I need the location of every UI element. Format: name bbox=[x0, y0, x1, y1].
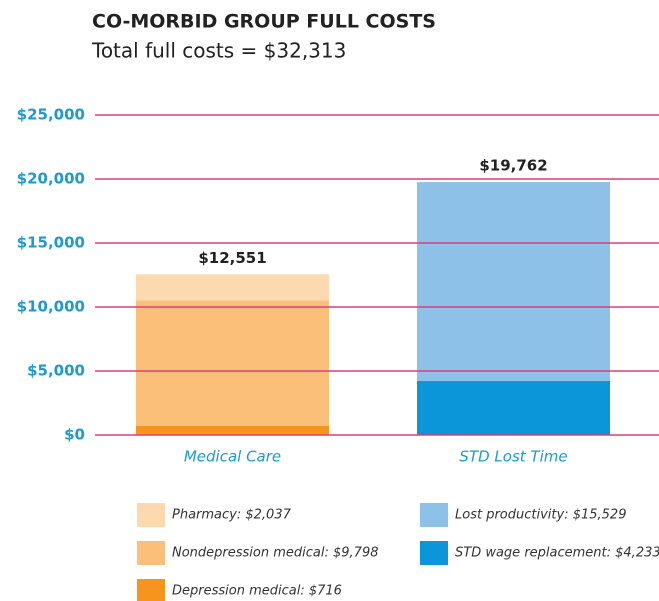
legend-swatch bbox=[137, 579, 165, 601]
y-tick-label: $10,000 bbox=[17, 298, 85, 316]
y-tick-label: $25,000 bbox=[17, 106, 85, 124]
legend-swatch bbox=[420, 541, 448, 565]
legend-label: Pharmacy: $2,037 bbox=[172, 508, 292, 523]
chart-subtitle: Total full costs = $32,313 bbox=[91, 39, 346, 63]
bar-segment bbox=[136, 300, 329, 426]
y-tick-label: $5,000 bbox=[27, 362, 85, 380]
legend-label: Depression medical: $716 bbox=[172, 584, 342, 599]
legend-swatch bbox=[420, 503, 448, 527]
bar-segment bbox=[136, 274, 329, 301]
legend-swatch bbox=[137, 541, 165, 565]
x-tick-label: STD Lost Time bbox=[459, 448, 567, 466]
bar-segment bbox=[417, 380, 610, 435]
chart-title: CO-MORBID GROUP FULL COSTS bbox=[92, 11, 436, 33]
x-tick-label: Medical Care bbox=[184, 448, 281, 466]
y-tick-label: $15,000 bbox=[17, 234, 85, 252]
legend-label: Lost productivity: $15,529 bbox=[455, 508, 626, 523]
legend-swatch bbox=[137, 503, 165, 527]
legend-label: Nondepression medical: $9,798 bbox=[172, 546, 379, 561]
total-label: $19,762 bbox=[479, 157, 547, 175]
y-tick-label: $0 bbox=[64, 426, 85, 444]
total-label: $12,551 bbox=[198, 249, 266, 267]
bar-segment bbox=[136, 425, 329, 435]
y-tick-label: $20,000 bbox=[17, 170, 85, 188]
legend-label: STD wage replacement: $4,233 bbox=[455, 546, 659, 561]
bar-segment bbox=[417, 182, 610, 381]
